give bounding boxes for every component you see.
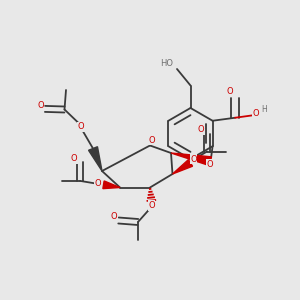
Text: O: O (226, 87, 233, 96)
Text: O: O (148, 136, 155, 145)
Text: O: O (94, 179, 101, 188)
Polygon shape (172, 160, 193, 174)
Text: O: O (252, 109, 259, 118)
Text: O: O (71, 154, 77, 163)
Text: H: H (261, 105, 267, 114)
Text: O: O (198, 125, 204, 134)
Text: O: O (37, 100, 44, 109)
Text: O: O (190, 154, 197, 164)
Text: O: O (78, 122, 84, 131)
Text: O: O (206, 160, 213, 169)
Polygon shape (88, 147, 102, 171)
Text: O: O (111, 212, 117, 221)
Text: O: O (148, 201, 155, 210)
Text: HO: HO (160, 58, 173, 68)
Polygon shape (103, 181, 120, 189)
Polygon shape (171, 153, 211, 166)
